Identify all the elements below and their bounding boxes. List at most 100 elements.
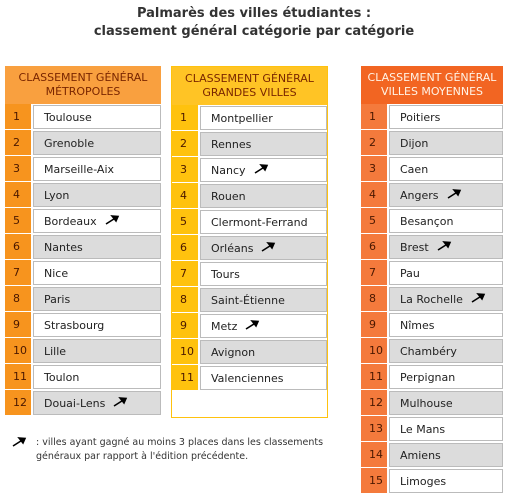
arrow-icon	[254, 163, 268, 174]
table-row: 11 Valenciennes	[172, 365, 327, 391]
table-row: 9 Metz	[172, 313, 327, 339]
table-row: 2 Grenoble	[5, 130, 161, 156]
column-header: CLASSEMENT GÉNÉRAL MÉTROPOLES	[5, 66, 161, 104]
city-name: Orléans	[211, 241, 254, 255]
city-name: Caen	[400, 162, 429, 176]
city-cell: Angers	[389, 183, 503, 207]
rank-cell: 6	[361, 234, 387, 260]
arrow-icon	[262, 241, 276, 252]
table-row: 5 Clermont-Ferrand	[172, 209, 327, 235]
table-row: 8 Saint-Étienne	[172, 287, 327, 313]
legend-text: : villes ayant gagné au moins 3 places d…	[36, 437, 324, 462]
city-cell: Poitiers	[389, 105, 503, 129]
city-name: Tours	[211, 267, 240, 281]
city-cell: Nîmes	[389, 313, 503, 337]
city-name: Mulhouse	[400, 396, 453, 410]
table-row: 11 Perpignan	[361, 364, 503, 390]
city-cell: Orléans	[200, 236, 327, 260]
rank-cell: 2	[5, 130, 31, 156]
city-cell: Chambéry	[389, 339, 503, 363]
column-header: CLASSEMENT GÉNÉRAL GRANDES VILLES	[172, 67, 327, 105]
city-cell: Lyon	[33, 183, 161, 207]
header-line: MÉTROPOLES	[45, 85, 121, 98]
city-cell: Amiens	[389, 443, 503, 467]
city-name: Amiens	[400, 448, 441, 462]
rank-cell: 4	[5, 182, 31, 208]
city-cell: Bordeaux	[33, 209, 161, 233]
city-cell: Rouen	[200, 184, 327, 208]
header-line: CLASSEMENT GÉNÉRAL	[18, 71, 148, 84]
city-cell: Lille	[33, 339, 161, 363]
city-cell: Grenoble	[33, 131, 161, 155]
table-row: 15 Limoges	[361, 468, 503, 494]
table-row: 5 Besançon	[361, 208, 503, 234]
city-name: La Rochelle	[400, 292, 463, 306]
header-line: CLASSEMENT GÉNÉRAL	[185, 72, 314, 85]
progress-arrow	[437, 240, 453, 254]
city-name: Saint-Étienne	[211, 293, 285, 307]
city-cell: Dijon	[389, 131, 503, 155]
city-cell: Pau	[389, 261, 503, 285]
rank-cell: 5	[5, 208, 31, 234]
city-cell: Avignon	[200, 340, 327, 364]
rank-cell: 7	[5, 260, 31, 286]
rank-cell: 15	[361, 468, 387, 494]
progress-arrow	[447, 188, 463, 202]
table-row: 3 Marseille-Aix	[5, 156, 161, 182]
city-name: Nancy	[211, 163, 246, 177]
rank-cell: 8	[5, 286, 31, 312]
city-name: Toulouse	[44, 110, 92, 124]
city-name: Besançon	[400, 214, 454, 228]
table-row: 6 Orléans	[172, 235, 327, 261]
city-name: Valenciennes	[211, 371, 284, 385]
city-cell: Besançon	[389, 209, 503, 233]
column: CLASSEMENT GÉNÉRAL VILLES MOYENNES 1 Poitie…	[361, 66, 503, 494]
city-cell: Nantes	[33, 235, 161, 259]
city-cell: Strasbourg	[33, 313, 161, 337]
city-cell: Le Mans	[389, 417, 503, 441]
city-name: Dijon	[400, 136, 429, 150]
rank-cell: 2	[172, 131, 198, 157]
city-cell: Caen	[389, 157, 503, 181]
rank-cell: 1	[172, 105, 198, 131]
city-name: Bordeaux	[44, 214, 97, 228]
rank-cell: 10	[172, 339, 198, 365]
table-row: 13 Le Mans	[361, 416, 503, 442]
city-name: Nantes	[44, 240, 83, 254]
table-row: 4 Angers	[361, 182, 503, 208]
arrow-icon	[105, 214, 119, 225]
rank-cell: 12	[5, 390, 31, 416]
city-name: Chambéry	[400, 344, 457, 358]
city-name: Rennes	[211, 137, 252, 151]
rank-cell: 7	[361, 260, 387, 286]
city-name: Rouen	[211, 189, 246, 203]
table-row: 2 Dijon	[361, 130, 503, 156]
city-name: Lille	[44, 344, 67, 358]
city-cell: Mulhouse	[389, 391, 503, 415]
city-name: Poitiers	[400, 110, 441, 124]
rank-cell: 1	[5, 104, 31, 130]
city-cell: Rennes	[200, 132, 327, 156]
rank-cell: 10	[361, 338, 387, 364]
city-name: Nice	[44, 266, 69, 280]
city-name: Angers	[400, 188, 439, 202]
column: CLASSEMENT GÉNÉRAL MÉTROPOLES 1 Toulouse 2 Gr…	[5, 66, 161, 416]
title-line: Palmarès des villes étudiantes :	[136, 6, 372, 21]
city-name: Grenoble	[44, 136, 95, 150]
rank-cell: 6	[172, 235, 198, 261]
legend-arrow	[12, 437, 27, 447]
rank-cell: 8	[172, 287, 198, 313]
column-header: CLASSEMENT GÉNÉRAL VILLES MOYENNES	[361, 66, 503, 104]
table-row: 10 Avignon	[172, 339, 327, 365]
city-name: Marseille-Aix	[44, 162, 115, 176]
table-row: 5 Bordeaux	[5, 208, 161, 234]
rank-cell: 5	[172, 209, 198, 235]
city-cell: Montpellier	[200, 106, 327, 130]
table-row: 2 Rennes	[172, 131, 327, 157]
progress-arrow	[245, 319, 261, 333]
city-name: Strasbourg	[44, 318, 105, 332]
arrow-icon	[471, 292, 486, 303]
city-name: Avignon	[211, 345, 256, 359]
table-row: 12 Mulhouse	[361, 390, 503, 416]
